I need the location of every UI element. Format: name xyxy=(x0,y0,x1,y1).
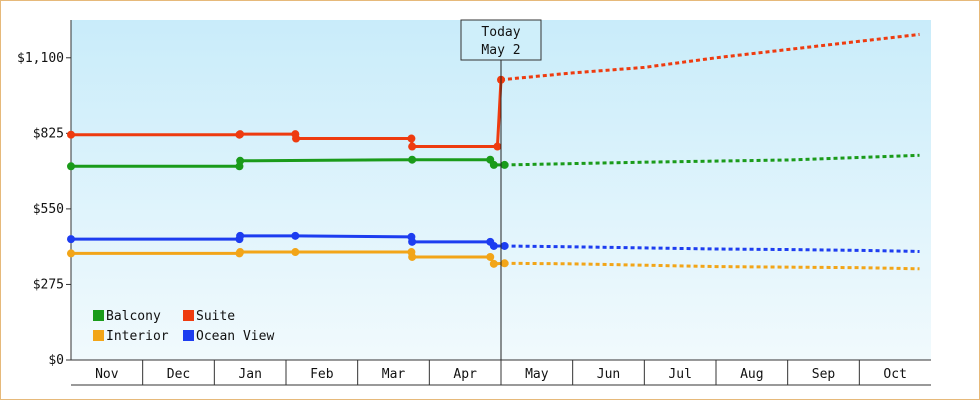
y-tick-label: $0 xyxy=(48,353,64,368)
data-point xyxy=(486,252,495,261)
forecast-line xyxy=(504,244,920,253)
month-label: Aug xyxy=(740,367,763,382)
series-suite xyxy=(67,32,920,151)
legend-label: Suite xyxy=(196,309,235,324)
month-label: Dec xyxy=(167,367,190,382)
month-label: Sep xyxy=(812,367,836,382)
data-point xyxy=(408,155,417,164)
data-point xyxy=(489,259,498,268)
legend-item-interior: Interior xyxy=(93,329,169,344)
y-tick-label: $550 xyxy=(33,202,64,217)
legend-label: Balcony xyxy=(106,309,161,324)
data-point xyxy=(408,142,417,151)
forecast-line xyxy=(500,32,920,82)
data-point xyxy=(67,249,75,258)
y-tick-label: $1,100 xyxy=(17,51,64,66)
legend-item-suite: Suite xyxy=(183,309,235,324)
data-point xyxy=(67,130,75,139)
data-point xyxy=(236,248,245,257)
legend-swatch xyxy=(183,310,194,321)
today-date: May 2 xyxy=(481,43,520,58)
data-point xyxy=(292,134,301,143)
data-point xyxy=(408,237,417,246)
month-label: Jan xyxy=(238,367,261,382)
data-point xyxy=(236,156,245,165)
month-label: May xyxy=(525,367,549,382)
legend-swatch xyxy=(183,330,194,341)
series-ocean-view xyxy=(67,231,920,253)
month-label: Oct xyxy=(883,367,906,382)
data-point xyxy=(291,248,300,257)
month-label: Nov xyxy=(95,367,119,382)
legend-item-ocean-view: Ocean View xyxy=(183,329,274,344)
data-point xyxy=(408,252,417,261)
y-tick-label: $825 xyxy=(33,126,64,141)
month-label: Feb xyxy=(310,367,334,382)
data-point xyxy=(291,231,300,240)
legend-label: Ocean View xyxy=(196,329,274,344)
data-point xyxy=(493,142,502,151)
today-box xyxy=(460,19,542,61)
legend-item-balcony: Balcony xyxy=(93,309,161,324)
month-label: Mar xyxy=(382,367,406,382)
today-label: Today xyxy=(481,25,520,40)
month-label: Jun xyxy=(597,367,620,382)
data-point xyxy=(236,231,245,240)
data-point xyxy=(500,259,509,268)
data-point xyxy=(489,160,498,169)
data-point xyxy=(489,241,498,250)
data-point xyxy=(407,134,416,143)
data-point xyxy=(500,160,509,169)
forecast-line xyxy=(504,261,920,271)
legend-label: Interior xyxy=(106,329,169,344)
month-label: Apr xyxy=(453,367,477,382)
legend-swatch xyxy=(93,310,104,321)
series-balcony xyxy=(67,153,920,171)
legend-swatch xyxy=(93,330,104,341)
data-point xyxy=(500,241,509,250)
data-point xyxy=(236,130,245,139)
month-label: Jul xyxy=(668,367,691,382)
data-point xyxy=(67,162,75,171)
data-point xyxy=(67,235,75,244)
y-tick-label: $275 xyxy=(33,277,64,292)
forecast-line xyxy=(504,153,920,167)
series-interior xyxy=(67,248,920,271)
